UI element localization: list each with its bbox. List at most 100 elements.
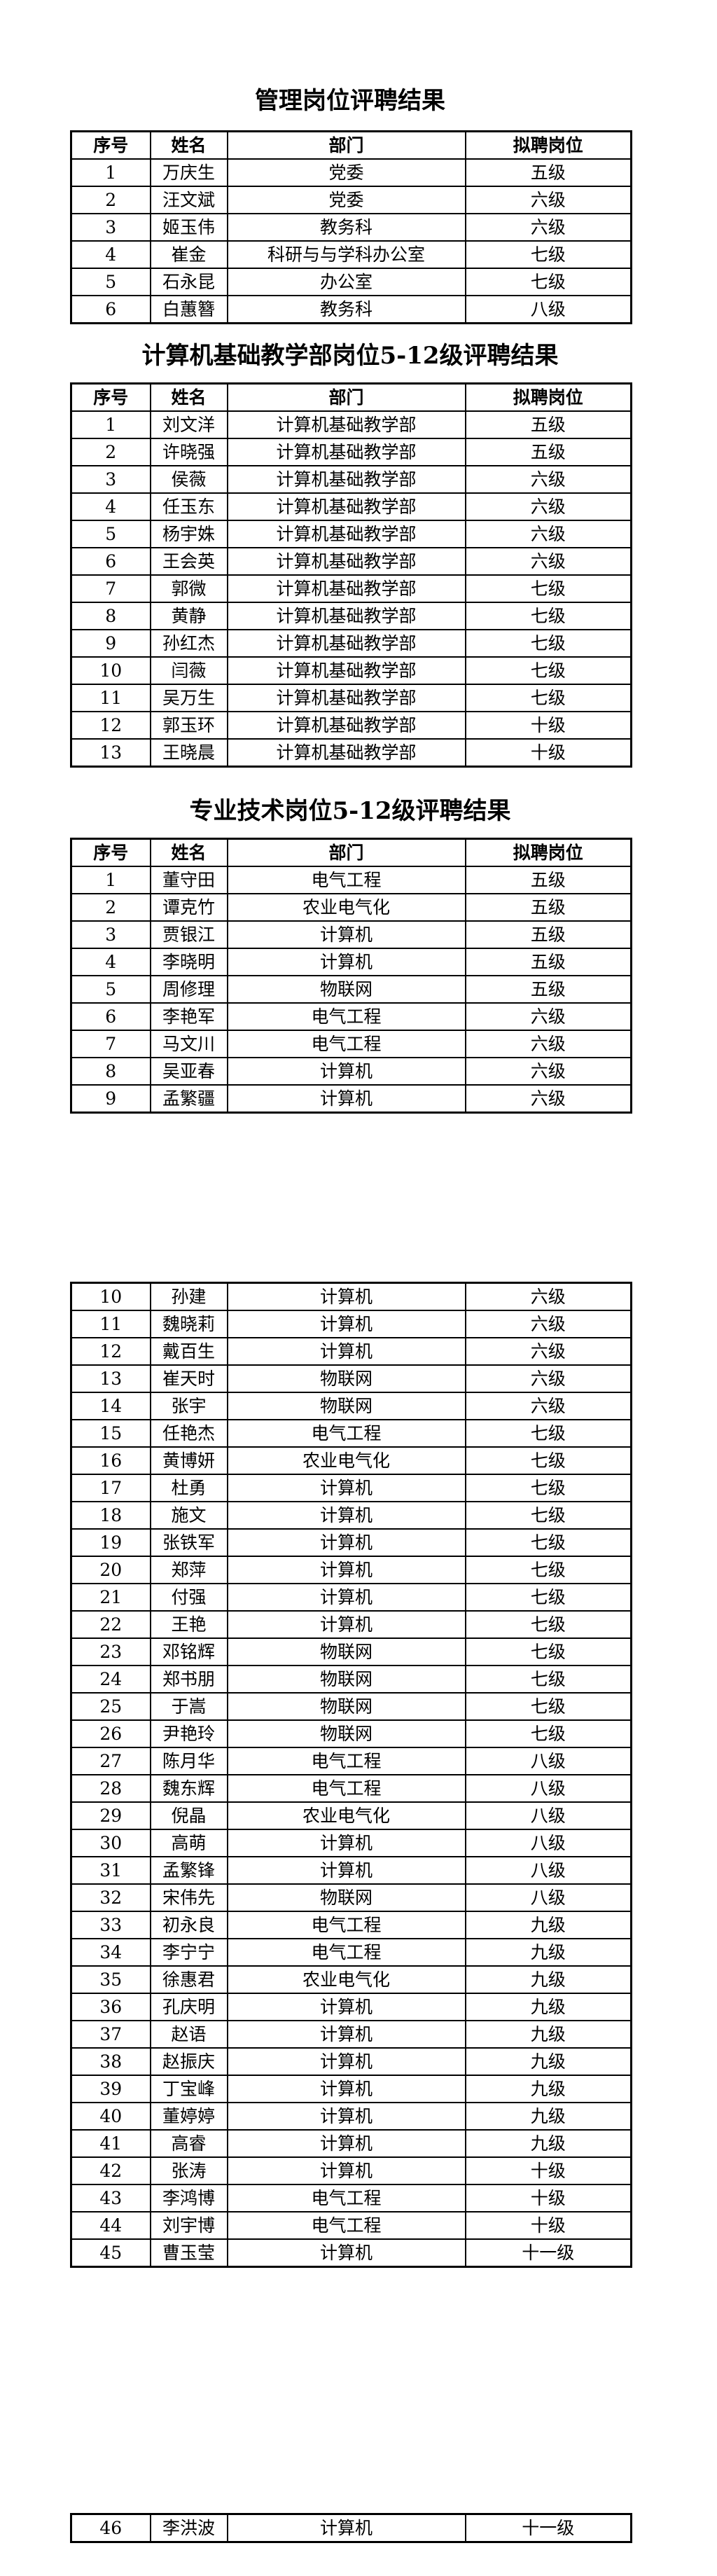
table-cell: 石永昆 — [149, 268, 228, 296]
table-cell: 计算机 — [226, 1337, 466, 1366]
table-cell: 六级 — [464, 1392, 632, 1420]
table-row: 30 高萌 计算机 八级 — [70, 1829, 632, 1857]
table-row: 15 任艳杰 电气工程 七级 — [70, 1419, 632, 1448]
table-cell: 七级 — [464, 1419, 632, 1448]
table-cell: 36 — [70, 1993, 151, 2021]
table-cell: 六级 — [464, 1057, 632, 1086]
table-cell: 计算机 — [226, 948, 466, 976]
table-cell: 计算机 — [226, 1310, 466, 1338]
table-cell: 3 — [70, 213, 151, 242]
table-cell: 物联网 — [226, 1364, 466, 1393]
table-row: 34 李宁宁 电气工程 九级 — [70, 1938, 632, 1967]
table-cell: 五级 — [464, 920, 632, 949]
table-cell: 物联网 — [226, 975, 466, 1004]
table-cell: 计算机 — [226, 1282, 466, 1311]
table-cell: 物联网 — [226, 1883, 466, 1912]
table-cell: 教务科 — [226, 213, 466, 242]
table-cell: 计算机 — [226, 2513, 466, 2543]
table-cell: 六级 — [464, 1364, 632, 1393]
table-cell: 32 — [70, 1883, 151, 1912]
table-cell: 赵振庆 — [149, 2047, 228, 2076]
table-row: 6 王会英 计算机基础教学部 六级 — [70, 547, 632, 576]
table-cell: 1 — [70, 158, 151, 187]
table-cell: 黄静 — [149, 602, 228, 630]
table-cell: 七级 — [464, 1446, 632, 1475]
table-cell: 汪文斌 — [149, 186, 228, 214]
table-cell: 倪晶 — [149, 1801, 228, 1830]
table-cell: 五级 — [464, 866, 632, 894]
table-cell: 孔庆明 — [149, 1993, 228, 2021]
table-cell: 21 — [70, 1583, 151, 1612]
table-row: 22 王艳 计算机 七级 — [70, 1610, 632, 1639]
table-cell: 计算机基础教学部 — [226, 574, 466, 603]
table-cell: 董守田 — [149, 866, 228, 894]
table-cell: 九级 — [464, 1993, 632, 2021]
column-header: 部门 — [226, 130, 466, 160]
table-cell: 6 — [70, 295, 151, 324]
table-row: 11 魏晓莉 计算机 六级 — [70, 1310, 632, 1338]
table-cell: 29 — [70, 1801, 151, 1830]
table-cell: 李艳军 — [149, 1002, 228, 1031]
table-row: 32 宋伟先 物联网 八级 — [70, 1883, 632, 1912]
table-row: 19 张铁军 计算机 七级 — [70, 1528, 632, 1557]
table-row: 1 万庆生 党委 五级 — [70, 158, 632, 187]
table-cell: 电气工程 — [226, 1030, 466, 1058]
table-row: 5 杨宇姝 计算机基础教学部 六级 — [70, 520, 632, 548]
table-cell: 孙红杰 — [149, 629, 228, 658]
management-results-table: 序号 姓名 部门 拟聘岗位 1 万庆生 党委 五级 2 汪文斌 党委 六级 3 姬玉伟 教务科 六级 4 崔金 科研… — [70, 130, 632, 324]
table-row: 40 董婷婷 计算机 九级 — [70, 2102, 632, 2131]
table-cell: 侯薇 — [149, 465, 228, 494]
table-cell: 物联网 — [226, 1637, 466, 1666]
table-cell: 3 — [70, 465, 151, 494]
table-row: 27 陈月华 电气工程 八级 — [70, 1747, 632, 1775]
table-cell: 高萌 — [149, 1829, 228, 1857]
table-cell: 王艳 — [149, 1610, 228, 1639]
table-cell: 2 — [70, 438, 151, 466]
table-cell: 宋伟先 — [149, 1883, 228, 1912]
table-cell: 计算机基础教学部 — [226, 629, 466, 658]
table-cell: 张铁军 — [149, 1528, 228, 1557]
professional-technical-results-table-page1: 序号 姓名 部门 拟聘岗位 1 董守田 电气工程 五级 2 谭克竹 农业电气化 五级 3 贾银江 计算机 五级… — [70, 838, 632, 1114]
column-header: 拟聘岗位 — [464, 382, 632, 412]
table-row: 5 石永昆 办公室 七级 — [70, 268, 632, 296]
table-cell: 李晓明 — [149, 948, 228, 976]
table-cell: 姬玉伟 — [149, 213, 228, 242]
table-row: 2 谭克竹 农业电气化 五级 — [70, 893, 632, 922]
table-row: 41 高睿 计算机 九级 — [70, 2129, 632, 2158]
table-cell: 七级 — [464, 1719, 632, 1748]
table-cell: 15 — [70, 1419, 151, 1448]
table-cell: 计算机基础教学部 — [226, 656, 466, 685]
table-row: 4 崔金 科研与与学科办公室 七级 — [70, 240, 632, 269]
table-cell: 计算机 — [226, 1856, 466, 1885]
table-cell: 十级 — [464, 711, 632, 740]
table-cell: 12 — [70, 1337, 151, 1366]
table-cell: 1 — [70, 866, 151, 894]
table-cell: 六级 — [464, 1002, 632, 1031]
table-cell: 闫薇 — [149, 656, 228, 685]
table-cell: 24 — [70, 1665, 151, 1694]
table-cell: 11 — [70, 1310, 151, 1338]
table-row: 10 孙建 计算机 六级 — [70, 1282, 632, 1311]
table-row: 17 杜勇 计算机 七级 — [70, 1474, 632, 1502]
table-cell: 计算机基础教学部 — [226, 410, 466, 439]
column-header: 拟聘岗位 — [464, 838, 632, 867]
table-cell: 43 — [70, 2184, 151, 2213]
column-header: 序号 — [70, 838, 151, 867]
table-cell: 七级 — [464, 1501, 632, 1530]
table-cell: 2 — [70, 893, 151, 922]
table-row: 4 任玉东 计算机基础教学部 六级 — [70, 492, 632, 521]
table-cell: 电气工程 — [226, 2184, 466, 2213]
table-cell: 万庆生 — [149, 158, 228, 187]
table-cell: 计算机基础教学部 — [226, 465, 466, 494]
table-cell: 六级 — [464, 1282, 632, 1311]
table-cell: 办公室 — [226, 268, 466, 296]
table-cell: 6 — [70, 1002, 151, 1031]
table-cell: 10 — [70, 1282, 151, 1311]
table-cell: 十一级 — [464, 2238, 632, 2268]
table-cell: 任艳杰 — [149, 1419, 228, 1448]
table-cell: 七级 — [464, 1692, 632, 1721]
table-cell: 吴万生 — [149, 684, 228, 712]
table-cell: 八级 — [464, 1883, 632, 1912]
table-cell: 电气工程 — [226, 2211, 466, 2240]
table-row: 14 张宇 物联网 六级 — [70, 1392, 632, 1420]
